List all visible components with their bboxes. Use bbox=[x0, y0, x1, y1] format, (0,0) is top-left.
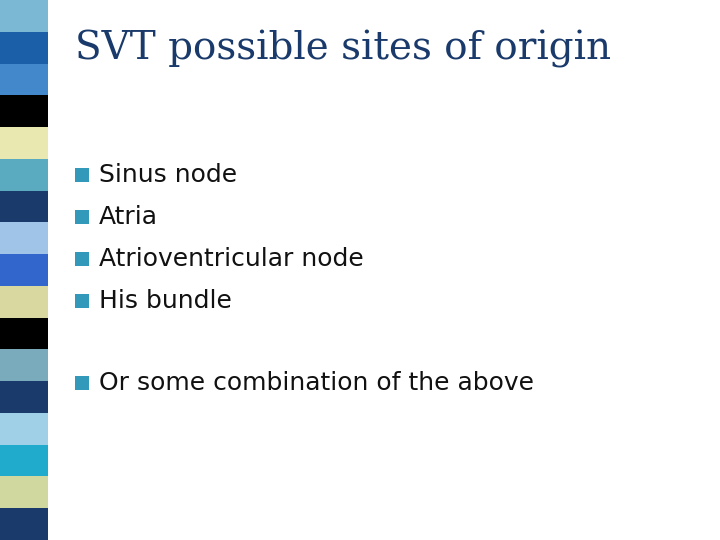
Bar bbox=[0, 381, 48, 413]
Bar bbox=[0, 95, 48, 127]
Bar bbox=[0, 222, 48, 254]
Bar bbox=[0, 508, 48, 540]
Bar bbox=[0, 318, 48, 349]
Bar bbox=[0, 349, 48, 381]
Bar bbox=[75, 252, 89, 266]
Bar bbox=[0, 159, 48, 191]
Bar bbox=[75, 376, 89, 390]
Text: Atria: Atria bbox=[99, 205, 158, 229]
Bar bbox=[0, 0, 48, 32]
Text: Atrioventricular node: Atrioventricular node bbox=[99, 247, 364, 271]
Text: SVT possible sites of origin: SVT possible sites of origin bbox=[75, 30, 611, 68]
Text: Or some combination of the above: Or some combination of the above bbox=[99, 371, 534, 395]
Text: His bundle: His bundle bbox=[99, 289, 232, 313]
Bar bbox=[0, 476, 48, 508]
Text: Sinus node: Sinus node bbox=[99, 163, 237, 187]
Bar bbox=[0, 127, 48, 159]
Bar bbox=[75, 168, 89, 182]
Bar bbox=[75, 294, 89, 308]
Bar bbox=[0, 32, 48, 64]
Bar bbox=[0, 413, 48, 445]
Bar bbox=[0, 64, 48, 95]
Bar bbox=[0, 254, 48, 286]
Bar bbox=[0, 445, 48, 476]
Bar bbox=[0, 191, 48, 222]
Bar bbox=[75, 210, 89, 224]
Bar bbox=[0, 286, 48, 318]
